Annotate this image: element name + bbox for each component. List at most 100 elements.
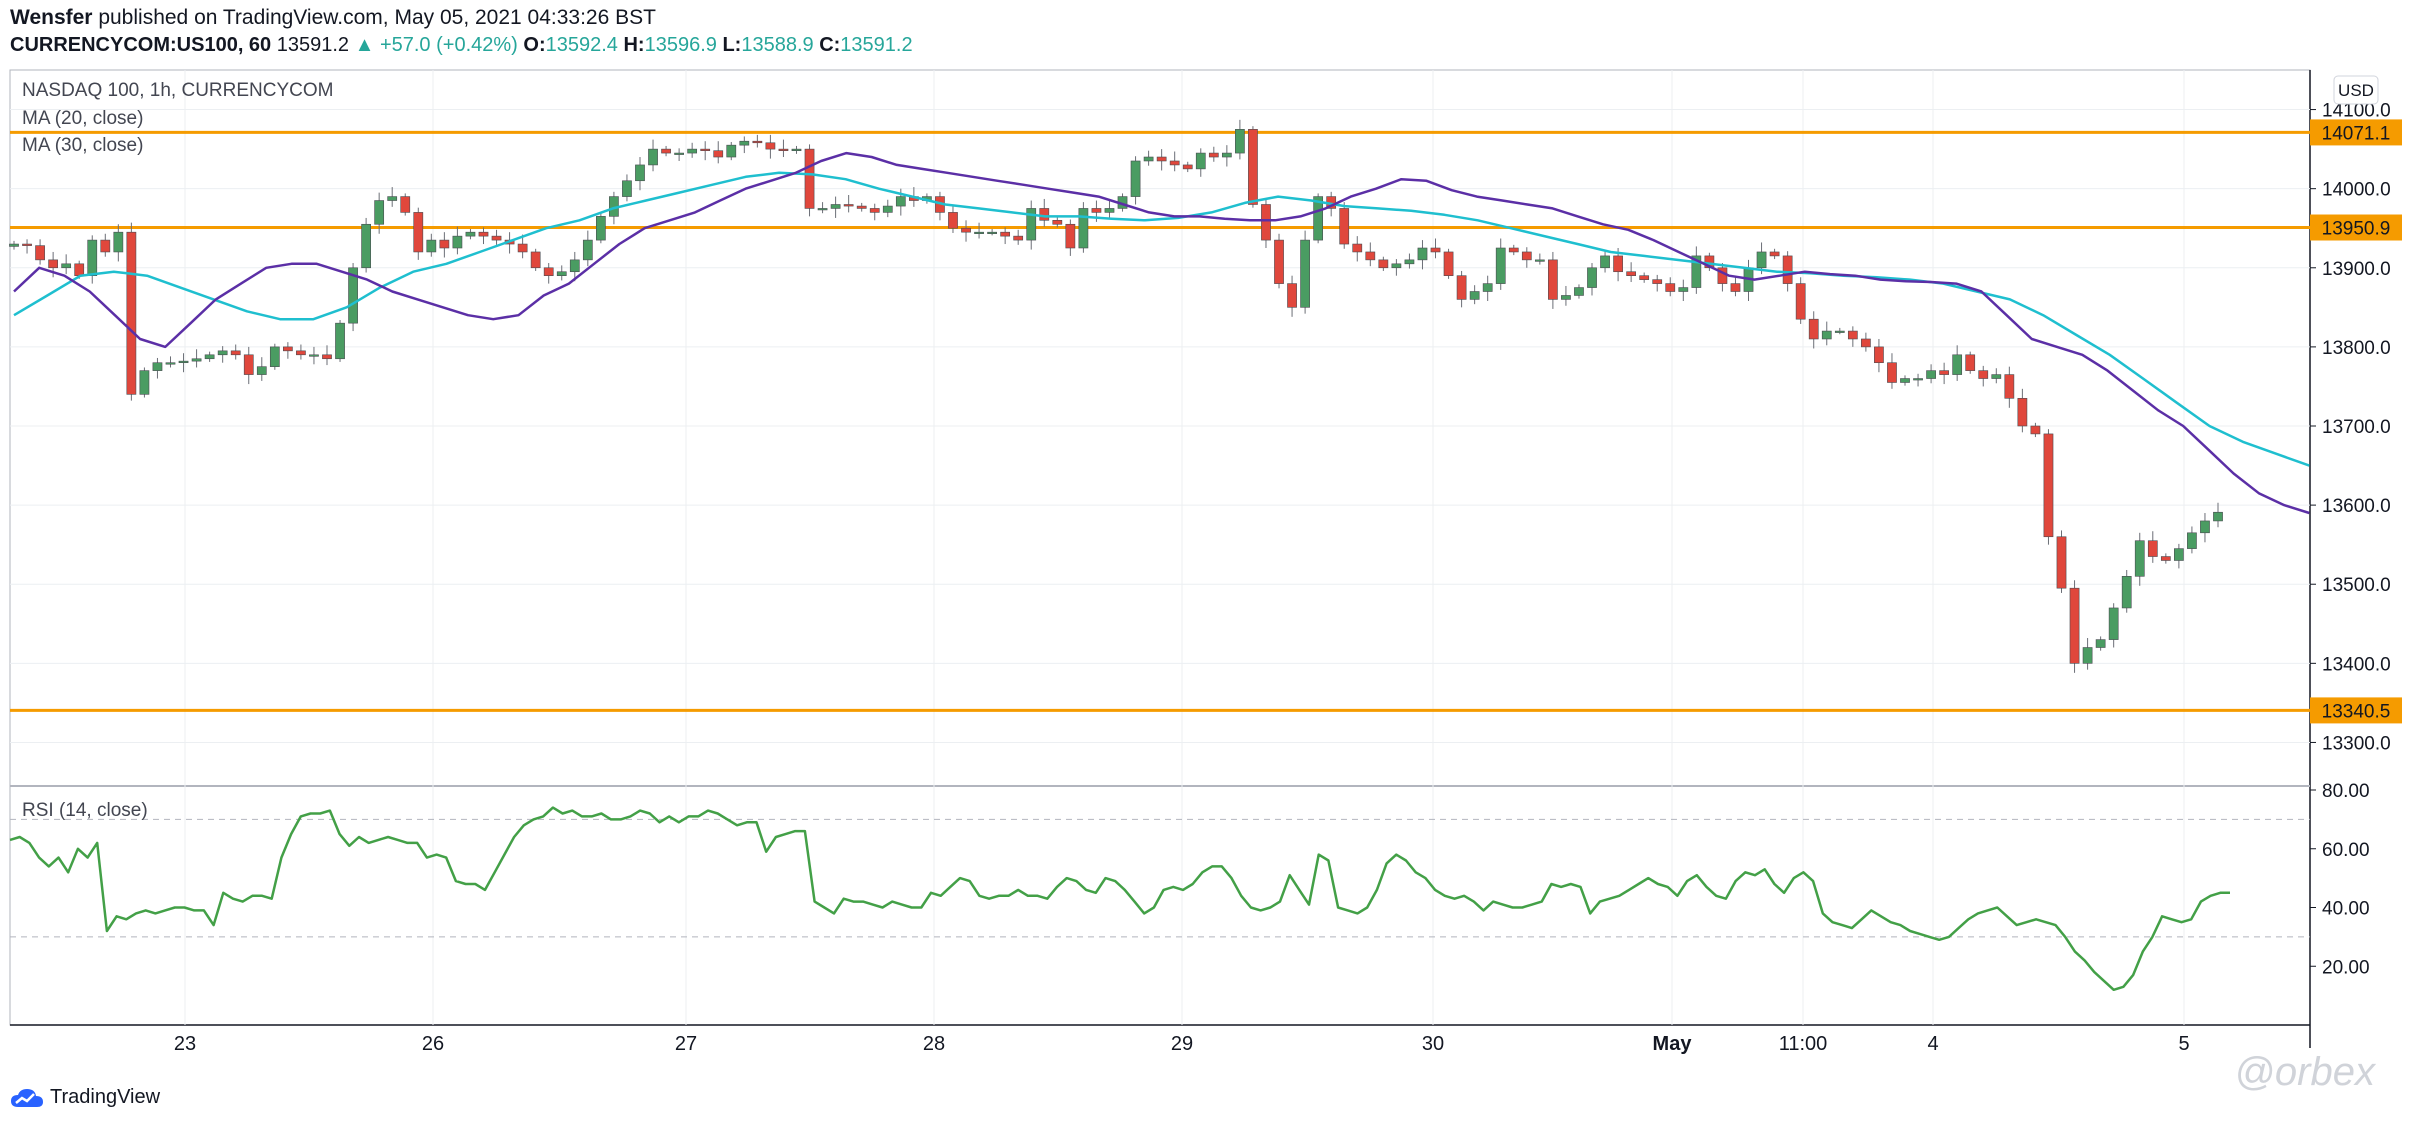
candle-body — [2174, 548, 2184, 561]
candle — [1482, 275, 1493, 302]
candle-body — [1795, 283, 1806, 320]
y-tick-label: 13800.0 — [2322, 338, 2391, 359]
candle — [1861, 332, 1871, 352]
candle — [1821, 321, 1832, 346]
candle — [35, 239, 45, 265]
candle — [1769, 248, 1780, 260]
candle-body — [1339, 208, 1350, 245]
candle-body — [1000, 231, 1011, 237]
candle-body — [1130, 160, 1141, 197]
candle — [1965, 351, 1976, 374]
candle — [595, 213, 606, 244]
candle — [1847, 326, 1858, 347]
tradingview-logo[interactable]: TradingView — [10, 1086, 160, 1109]
price-change: +57.0 (+0.42%) — [379, 34, 518, 56]
candle — [1404, 253, 1415, 269]
y-tick-label: 13900.0 — [2322, 259, 2391, 280]
candle — [1978, 365, 1989, 387]
candle-body — [1417, 247, 1428, 261]
candle — [530, 248, 541, 271]
candle — [1574, 284, 1584, 299]
candle-body — [1521, 251, 1532, 261]
candle — [1952, 345, 1963, 381]
candle — [1874, 338, 1884, 373]
y-tick-label: 14000.0 — [2322, 180, 2391, 201]
candle-body — [35, 245, 45, 261]
candle — [1026, 200, 1037, 250]
candle-body — [1039, 208, 1050, 221]
candle — [1469, 285, 1480, 305]
candle-body — [778, 148, 789, 151]
candle-body — [1013, 235, 1024, 241]
rsi-tick-label: 80.00 — [2322, 781, 2370, 802]
candle-body — [856, 205, 867, 209]
candle-body — [1143, 156, 1154, 162]
candle — [1587, 263, 1597, 296]
x-tick-label: 28 — [923, 1033, 945, 1055]
candle — [726, 141, 737, 161]
level-price-tag — [2310, 214, 2402, 241]
candle-body — [700, 148, 711, 151]
candle-body — [1156, 156, 1167, 162]
candle-body — [1991, 374, 2002, 379]
cloud-logo-icon — [11, 1088, 43, 1107]
candle — [2108, 603, 2119, 648]
candle-body — [1104, 208, 1115, 213]
candle — [517, 234, 528, 259]
candle — [1939, 362, 1949, 385]
candle — [543, 263, 554, 284]
candle — [1808, 311, 1819, 349]
candle — [817, 202, 828, 214]
candle — [400, 193, 411, 216]
candle-body — [1808, 318, 1819, 340]
x-tick-label: 29 — [1171, 1033, 1193, 1055]
candle — [217, 346, 228, 363]
candle-body — [556, 271, 567, 276]
candle — [322, 345, 332, 366]
candle-body — [426, 239, 437, 253]
candle-body — [283, 346, 293, 352]
candle-body — [1052, 220, 1063, 225]
candle-body — [152, 362, 163, 371]
candle-body — [1756, 251, 1767, 269]
ma30-legend[interactable]: MA (30, close) — [22, 135, 144, 156]
candle — [1430, 238, 1441, 259]
candle-body — [739, 140, 750, 146]
candle-body — [1730, 283, 1741, 292]
candle-body — [61, 263, 72, 269]
x-tick-label: 5 — [2178, 1033, 2189, 1055]
candle — [935, 191, 945, 221]
candle-body — [1691, 255, 1702, 288]
candle-body — [1926, 370, 1936, 379]
candle-body — [87, 239, 98, 276]
candle-body — [1469, 291, 1480, 300]
candle-body — [374, 200, 385, 225]
low-label: L: — [722, 34, 742, 56]
candle — [296, 344, 306, 360]
publish-info: Wensfer published on TradingView.com, Ma… — [10, 6, 656, 30]
candle-body — [2187, 532, 2197, 549]
candle-body — [2200, 520, 2210, 534]
candle-body — [2030, 425, 2041, 435]
y-tick-label: 13600.0 — [2322, 496, 2391, 517]
candle-body — [256, 366, 267, 375]
candle — [661, 145, 671, 157]
chart-title-legend: NASDAQ 100, 1h, CURRENCYCOM — [22, 80, 334, 101]
candle — [309, 346, 319, 365]
ma20-legend[interactable]: MA (20, close) — [22, 108, 144, 129]
level-price-label: 13340.5 — [2322, 701, 2391, 722]
candle-body — [204, 354, 215, 360]
rsi-legend[interactable]: RSI (14, close) — [22, 800, 148, 821]
y-tick-label: 13700.0 — [2322, 417, 2391, 438]
candle — [1626, 262, 1637, 283]
candle-body — [1091, 208, 1102, 213]
candle-body — [1287, 283, 1297, 308]
candle — [804, 144, 815, 217]
candle — [1104, 198, 1115, 219]
candle — [2069, 580, 2080, 673]
publisher-name[interactable]: Wensfer — [10, 6, 93, 29]
candle — [452, 226, 463, 255]
candle — [113, 224, 124, 262]
candle-body — [543, 267, 554, 276]
